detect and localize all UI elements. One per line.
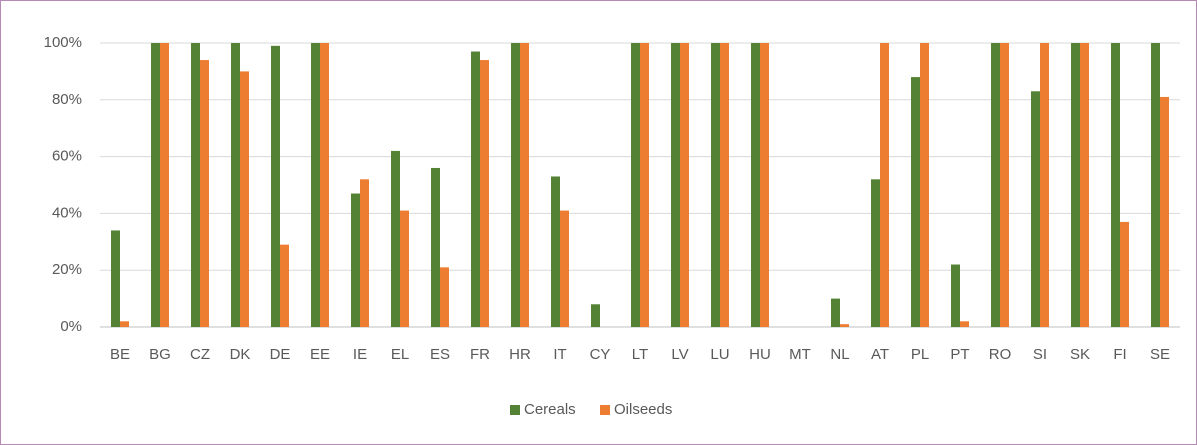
bar bbox=[720, 43, 729, 327]
bar bbox=[360, 179, 369, 327]
x-tick-label: HR bbox=[509, 346, 531, 363]
bar bbox=[1031, 91, 1040, 327]
bar bbox=[1160, 96, 1169, 328]
x-tick-label: SK bbox=[1070, 346, 1090, 363]
bar bbox=[231, 43, 240, 327]
bar bbox=[311, 43, 320, 327]
bar bbox=[880, 43, 889, 327]
bar bbox=[911, 77, 920, 327]
x-tick-label: CZ bbox=[190, 346, 210, 363]
x-tick-label: BE bbox=[110, 346, 130, 363]
bar bbox=[591, 304, 600, 327]
bar bbox=[1111, 43, 1120, 327]
bar bbox=[920, 43, 929, 327]
bar bbox=[111, 230, 120, 327]
x-tick-label: AT bbox=[871, 346, 889, 363]
legend-swatch bbox=[600, 405, 610, 415]
bar bbox=[120, 321, 129, 327]
bar bbox=[991, 43, 1000, 327]
y-tick-label: 60% bbox=[52, 148, 82, 165]
bar bbox=[640, 43, 649, 327]
bar bbox=[271, 45, 280, 328]
x-tick-label: PL bbox=[911, 346, 929, 363]
bar bbox=[1080, 43, 1089, 327]
bar bbox=[551, 176, 560, 327]
y-tick-label: 0% bbox=[60, 318, 82, 335]
x-tick-label: BG bbox=[149, 346, 171, 363]
x-tick-label: ES bbox=[430, 346, 450, 363]
x-tick-label: EE bbox=[310, 346, 330, 363]
y-tick-label: 20% bbox=[52, 261, 82, 278]
x-tick-label: PT bbox=[950, 346, 969, 363]
x-tick-label: DK bbox=[230, 346, 251, 363]
x-tick-label: MT bbox=[789, 346, 811, 363]
x-tick-label: SI bbox=[1033, 346, 1047, 363]
bar bbox=[200, 60, 209, 327]
bar bbox=[160, 43, 169, 327]
bar bbox=[151, 43, 160, 327]
x-tick-label: RO bbox=[989, 346, 1012, 363]
bar bbox=[960, 321, 969, 327]
bar bbox=[511, 43, 520, 327]
x-tick-label: DE bbox=[270, 346, 291, 363]
bar bbox=[560, 210, 569, 327]
x-tick-label: IT bbox=[553, 346, 566, 363]
bar bbox=[480, 60, 489, 327]
x-tick-label: EL bbox=[391, 346, 409, 363]
bar bbox=[520, 43, 529, 327]
bar bbox=[320, 43, 329, 327]
bar bbox=[751, 43, 760, 327]
y-tick-label: 100% bbox=[44, 34, 82, 51]
bar bbox=[471, 51, 480, 328]
y-tick-label: 80% bbox=[52, 91, 82, 108]
bar bbox=[671, 43, 680, 327]
bar bbox=[391, 150, 400, 327]
x-tick-label: SE bbox=[1150, 346, 1170, 363]
bar bbox=[631, 43, 640, 327]
x-tick-label: HU bbox=[749, 346, 771, 363]
bar bbox=[711, 43, 720, 327]
bar bbox=[440, 267, 449, 327]
x-tick-label: CY bbox=[590, 346, 611, 363]
bar bbox=[831, 298, 840, 327]
x-tick-label: IE bbox=[353, 346, 367, 363]
legend-swatch bbox=[510, 405, 520, 415]
x-tick-label: LT bbox=[632, 346, 648, 363]
bar bbox=[1151, 43, 1160, 327]
legend-label: Cereals bbox=[524, 401, 576, 418]
bar bbox=[1040, 43, 1049, 327]
bar bbox=[840, 324, 849, 327]
bar bbox=[400, 210, 409, 327]
legend-label: Oilseeds bbox=[614, 401, 672, 418]
bar bbox=[351, 193, 360, 327]
bar bbox=[431, 167, 440, 327]
x-tick-label: FI bbox=[1113, 346, 1126, 363]
x-tick-label: LV bbox=[671, 346, 688, 363]
bar bbox=[1000, 43, 1009, 327]
bar bbox=[240, 71, 249, 328]
x-tick-label: NL bbox=[830, 346, 849, 363]
bar bbox=[680, 43, 689, 327]
y-tick-label: 40% bbox=[52, 204, 82, 221]
x-tick-label: LU bbox=[710, 346, 729, 363]
bar bbox=[280, 244, 289, 327]
bar bbox=[951, 264, 960, 327]
bar bbox=[191, 43, 200, 327]
bar bbox=[871, 179, 880, 327]
bar bbox=[1120, 221, 1129, 327]
bar bbox=[760, 43, 769, 327]
bar bbox=[1071, 43, 1080, 327]
x-tick-label: FR bbox=[470, 346, 490, 363]
